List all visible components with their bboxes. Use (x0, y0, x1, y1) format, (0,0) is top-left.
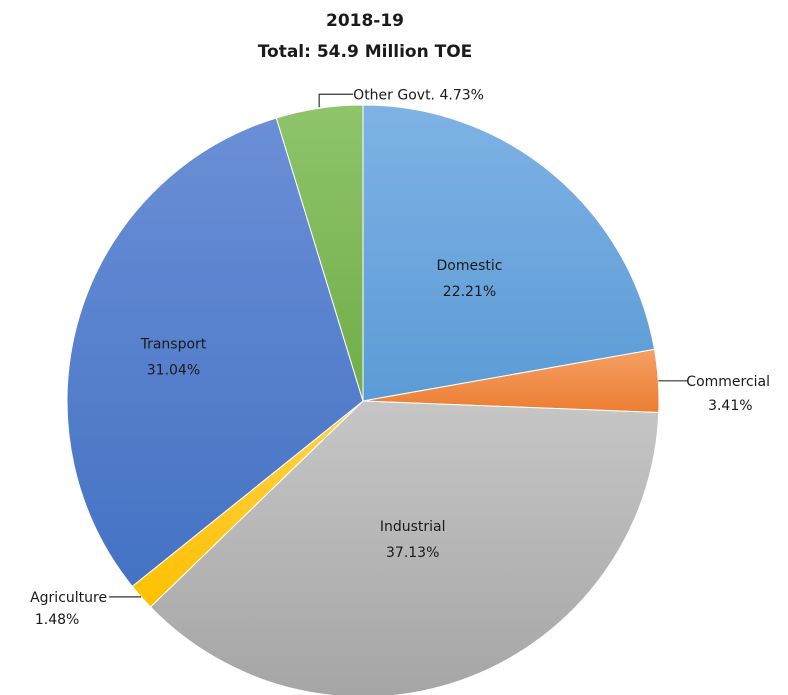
slice-label-transport: Transport (140, 337, 207, 353)
slice-label-commercial: Commercial (686, 374, 770, 390)
slice-label-agriculture: Agriculture (30, 590, 107, 606)
pie-slice-industrial (149, 400, 660, 695)
chart-subtitle: Total: 54.9 Million TOE (258, 42, 473, 62)
slice-labels: Domestic 22.21% Commercial 3.41% Industrial 3… (30, 87, 770, 628)
pie-slice-transport (66, 117, 364, 588)
pie-slice-other-govt (275, 104, 364, 402)
slice-label-other-govt: Other Govt. 4.73% (353, 87, 484, 103)
slice-value-domestic: 22.21% (443, 284, 496, 300)
slice-value-transport: 31.04% (147, 363, 200, 379)
leader-line-other-govt (318, 93, 354, 108)
slice-value-industrial: 37.13% (386, 545, 439, 561)
slice-value-commercial: 3.41% (708, 398, 752, 414)
chart-title: 2018-19 (326, 11, 404, 31)
pie-slice-domestic (362, 104, 656, 402)
pie-slices (66, 104, 660, 695)
slice-label-domestic: Domestic (437, 258, 503, 274)
slice-value-agriculture: 1.48% (35, 612, 79, 628)
slice-label-industrial: Industrial (380, 519, 446, 535)
